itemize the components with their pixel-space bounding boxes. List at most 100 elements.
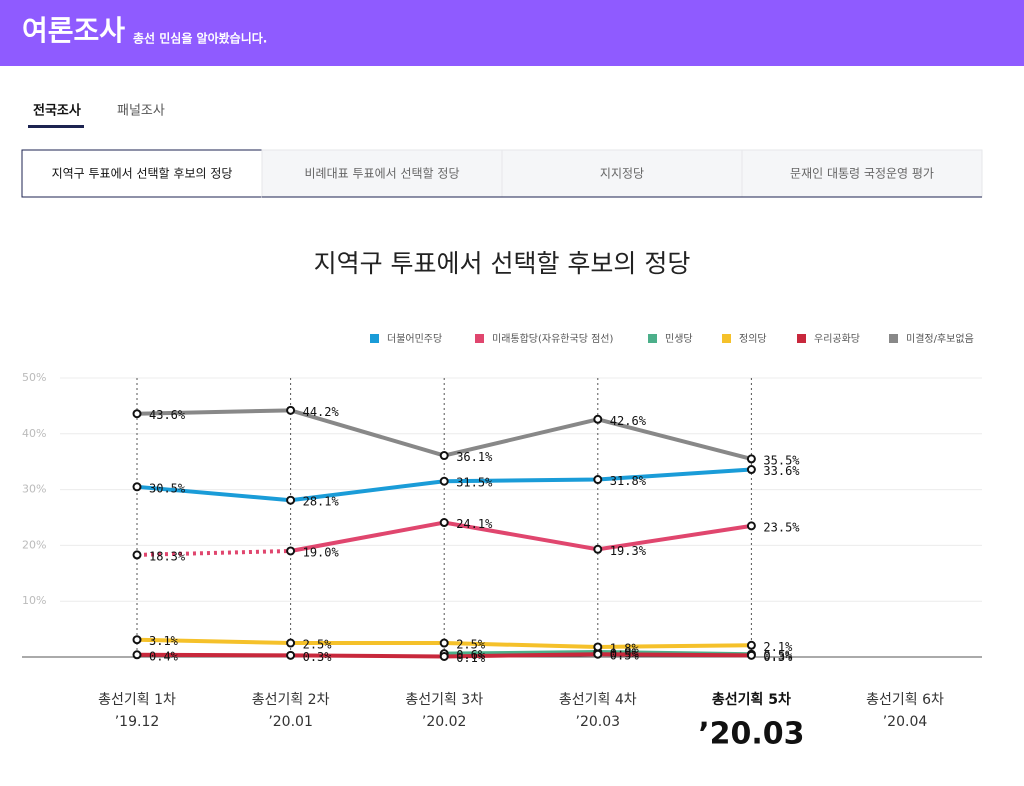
legend-swatch bbox=[648, 334, 657, 343]
data-label: 35.5% bbox=[763, 453, 800, 467]
legend-label: 더불어민주당 bbox=[387, 333, 442, 345]
data-point bbox=[746, 454, 756, 464]
y-tick-label: 20% bbox=[22, 538, 46, 551]
x-tick-period: ’20.01 bbox=[268, 714, 313, 730]
data-label: 2.5% bbox=[456, 638, 486, 652]
tab[interactable]: 전국조사 bbox=[33, 103, 81, 119]
x-tick-label: 총선기획 1차 bbox=[98, 692, 176, 708]
subtab[interactable] bbox=[21, 149, 263, 198]
subtab-bar: 지역구 투표에서 선택할 후보의 정당 비례대표 투표에서 선택할 정당 지지정당 문… bbox=[21, 149, 983, 198]
data-label: 1.8% bbox=[610, 641, 640, 655]
data-label: 0.1% bbox=[456, 651, 486, 665]
x-tick-label: 총선기획 6차 bbox=[866, 692, 944, 708]
data-label: 31.8% bbox=[610, 474, 647, 488]
data-point bbox=[593, 649, 603, 659]
legend-swatch bbox=[475, 334, 484, 343]
data-point bbox=[286, 650, 296, 660]
chart: 더불어민주당 미래통합당(자유한국당 점선) 민생당 정의당 우리공화당 미결정/후보없음… bbox=[22, 332, 982, 752]
data-label: 23.5% bbox=[763, 520, 800, 534]
legend-swatch bbox=[889, 334, 898, 343]
data-point bbox=[132, 482, 142, 492]
legend-label: 미결정/후보없음 bbox=[906, 332, 974, 345]
data-label: 0.3% bbox=[763, 650, 793, 664]
data-label: 2.1% bbox=[763, 640, 793, 654]
subtab[interactable] bbox=[501, 149, 743, 198]
y-tick-label: 30% bbox=[22, 483, 46, 496]
legend-label: 정의당 bbox=[739, 333, 767, 345]
subtab-label: 지역구 투표에서 선택할 후보의 정당 bbox=[52, 167, 233, 181]
x-tick-label: 총선기획 5차 bbox=[712, 691, 791, 708]
data-label: 24.1% bbox=[456, 517, 493, 531]
legend-label: 민생당 bbox=[665, 333, 693, 345]
data-point bbox=[132, 635, 142, 645]
data-point bbox=[593, 414, 603, 424]
legend-swatch bbox=[722, 334, 731, 343]
data-point bbox=[746, 640, 756, 650]
data-point bbox=[439, 638, 449, 648]
data-point bbox=[286, 546, 296, 556]
data-point bbox=[132, 409, 142, 419]
data-label: 18.3% bbox=[149, 549, 186, 563]
y-tick-label: 50% bbox=[22, 371, 46, 384]
data-point bbox=[286, 495, 296, 505]
data-label: 19.3% bbox=[610, 544, 647, 558]
data-label: 3.1% bbox=[149, 634, 179, 648]
data-label: 36.1% bbox=[456, 450, 493, 464]
data-label: 33.6% bbox=[763, 464, 800, 478]
series-line bbox=[290, 520, 752, 553]
header-title: 여론조사 bbox=[22, 14, 125, 47]
y-tick-label: 10% bbox=[22, 594, 46, 607]
data-label: 30.5% bbox=[149, 481, 186, 495]
data-point bbox=[439, 476, 449, 486]
y-tick-label: 40% bbox=[22, 427, 46, 440]
data-label: 43.6% bbox=[149, 408, 186, 422]
data-point bbox=[439, 451, 449, 461]
x-tick-period: ’20.02 bbox=[422, 714, 467, 730]
x-tick-label: 총선기획 3차 bbox=[405, 692, 483, 708]
data-point bbox=[746, 650, 756, 660]
data-point bbox=[439, 651, 449, 661]
x-tick-period: ’20.03 bbox=[698, 717, 804, 752]
subtab-label: 지지정당 bbox=[600, 167, 644, 181]
x-tick-period: ’20.03 bbox=[576, 714, 621, 730]
data-point bbox=[593, 544, 603, 554]
legend-label: 미래통합당(자유한국당 점선) bbox=[492, 333, 613, 345]
tab-underline bbox=[28, 125, 84, 128]
x-tick-label: 총선기획 4차 bbox=[559, 692, 637, 708]
data-point bbox=[593, 475, 603, 485]
data-point bbox=[593, 642, 603, 652]
data-point bbox=[439, 518, 449, 528]
data-label: 0.4% bbox=[149, 649, 179, 663]
legend-label: 우리공화당 bbox=[814, 333, 860, 345]
data-label: 2.5% bbox=[303, 638, 333, 652]
header-bar bbox=[0, 0, 1024, 66]
data-point bbox=[132, 650, 142, 660]
data-label: 19.0% bbox=[303, 545, 340, 559]
data-point bbox=[286, 405, 296, 415]
data-label: 0.5% bbox=[763, 649, 793, 663]
data-label: 0.5% bbox=[610, 649, 640, 663]
legend-swatch bbox=[370, 334, 379, 343]
data-label: 44.2% bbox=[303, 405, 340, 419]
data-label: 42.6% bbox=[610, 414, 647, 428]
data-point bbox=[746, 521, 756, 531]
data-label: 31.5% bbox=[456, 476, 493, 490]
data-label: 0.6% bbox=[456, 648, 486, 662]
x-tick-period: ’19.12 bbox=[115, 714, 160, 730]
data-point bbox=[746, 465, 756, 475]
tab[interactable]: 패널조사 bbox=[117, 104, 165, 119]
data-point bbox=[286, 638, 296, 648]
header-subtitle: 총선 민심을 알아봤습니다. bbox=[133, 31, 267, 46]
x-tick-period: ’20.04 bbox=[883, 714, 928, 730]
chart-title: 지역구 투표에서 선택할 후보의 정당 bbox=[314, 249, 691, 278]
data-point bbox=[132, 550, 142, 560]
series-line bbox=[136, 548, 291, 557]
subtab[interactable] bbox=[261, 149, 503, 198]
legend-swatch bbox=[797, 334, 806, 343]
subtab-label: 문재인 대통령 국정운영 평가 bbox=[790, 167, 934, 181]
data-label: 28.1% bbox=[303, 495, 340, 509]
data-label: 0.9% bbox=[610, 646, 640, 660]
x-tick-label: 총선기획 2차 bbox=[252, 692, 330, 708]
data-label: 0.3% bbox=[303, 650, 333, 664]
